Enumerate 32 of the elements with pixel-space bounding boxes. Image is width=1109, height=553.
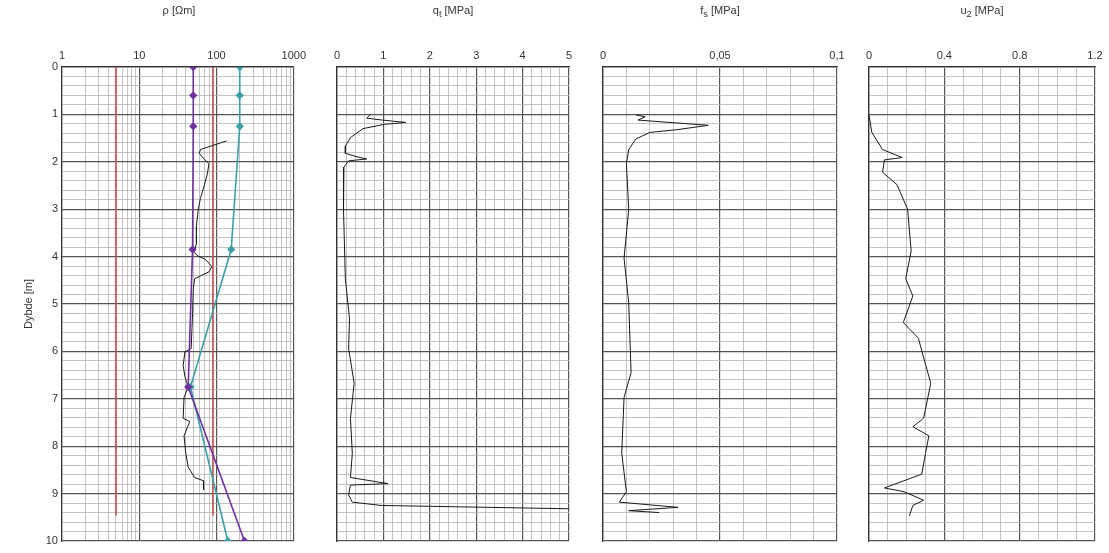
x-tick-label: 4: [519, 49, 526, 62]
y-tick-label: 9: [51, 486, 58, 499]
y-tick-label: 0: [51, 60, 58, 73]
x-tick-label: 0: [599, 49, 607, 62]
x-tick-label: 0: [865, 49, 873, 62]
x-axis-title: u$_{2}$ [MPa]: [959, 4, 1005, 20]
y-tick-label: 3: [51, 202, 58, 215]
y-tick-label: 1: [51, 107, 58, 120]
x-tick-label: 0.4: [936, 49, 952, 62]
x-tick-label: 5: [565, 49, 573, 62]
x-tick-label: 2: [426, 49, 433, 62]
x-tick-label: 3: [473, 49, 480, 62]
y-tick-label: 8: [51, 439, 58, 452]
x-tick-label: 0.8: [1012, 49, 1028, 62]
y-tick-label: 2: [51, 154, 58, 167]
y-tick-label: 7: [51, 391, 58, 404]
y-tick-label: 4: [51, 249, 58, 262]
y-tick-label: 5: [51, 297, 58, 310]
x-tick-label: 0: [333, 49, 341, 62]
x-tick-label: 0,05: [709, 49, 731, 62]
x-tick-label: 1000: [281, 49, 307, 62]
x-tick-label: 0,1: [829, 49, 845, 62]
x-tick-label: 1.2: [1087, 49, 1103, 62]
x-axis-title: ρ [Ωm]: [161, 4, 197, 16]
x-axis-title: f$_{s}$ [MPa]: [699, 4, 741, 20]
y-tick-label: 10: [45, 534, 58, 547]
x-tick-label: 1: [380, 49, 387, 62]
y-axis-title: Dybde [m]: [21, 278, 34, 330]
x-axis-title: q$_{t}$ [MPa]: [431, 4, 475, 20]
x-tick-label: 10: [133, 49, 146, 62]
x-tick-label: 100: [207, 49, 226, 62]
y-tick-label: 6: [51, 344, 58, 357]
